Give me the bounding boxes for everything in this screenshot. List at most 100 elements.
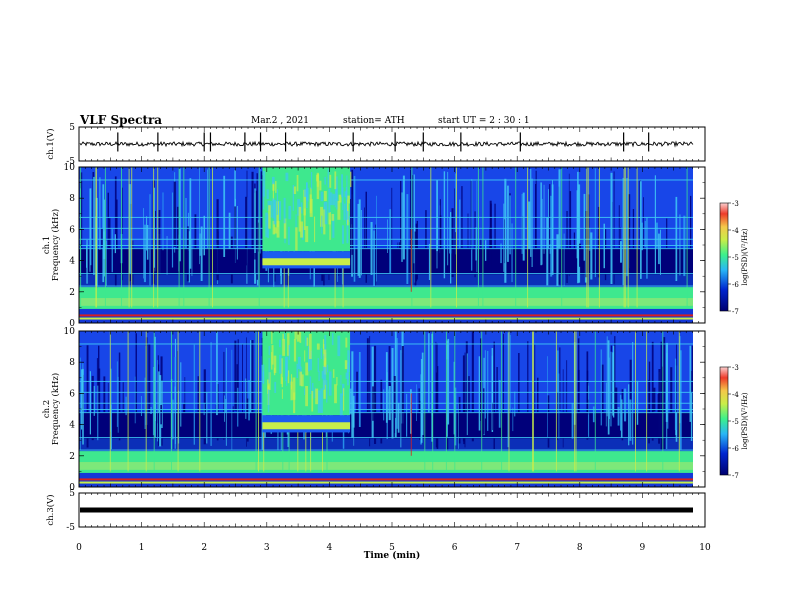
spec-tone-line	[79, 245, 693, 246]
spec-bright-texture	[344, 191, 347, 198]
spec-sferic-line	[430, 167, 432, 308]
spec-streak	[435, 341, 437, 412]
spec-streak	[93, 385, 95, 416]
spec-bright-texture	[349, 388, 352, 415]
spec-streak	[541, 198, 543, 265]
spec-sferic-line	[145, 331, 147, 472]
spec-bright-texture	[324, 201, 328, 225]
spec-sferic-line	[177, 331, 179, 472]
spec-streak	[251, 340, 254, 430]
ch3-waveform-line	[80, 507, 693, 513]
spec-streak	[400, 192, 403, 262]
spec-bright-texture	[300, 221, 303, 238]
spec-bright-texture	[342, 202, 344, 210]
spec-streak	[199, 167, 200, 265]
spec-streak	[562, 369, 564, 448]
y-axis-label: Frequency (kHz)	[50, 373, 61, 445]
spec-streak	[236, 206, 238, 260]
spec-streak	[666, 218, 668, 249]
spec-streak	[141, 396, 142, 416]
spec-bright-texture	[324, 176, 326, 185]
y-tick-label: 5	[69, 489, 75, 499]
y-tick-label: -5	[66, 157, 75, 167]
spec-streak	[504, 178, 507, 283]
spec-streak	[421, 352, 424, 435]
colorbar-tick-label: -4	[732, 391, 739, 399]
spec-bright-texture	[324, 335, 327, 358]
spec-streak	[546, 217, 549, 286]
spec-streak	[566, 360, 568, 417]
spec-streak	[98, 368, 101, 436]
spec-bright-texture	[331, 332, 334, 346]
spec-red-line	[79, 314, 693, 317]
spec-bright-texture	[320, 388, 323, 413]
spec-streak	[146, 216, 148, 251]
spec-bright-texture	[323, 191, 327, 201]
spec-streak	[660, 341, 662, 450]
spec-bright-texture	[309, 350, 312, 371]
spec-streak	[471, 331, 474, 442]
spec-streak	[135, 333, 137, 438]
spec-streak	[373, 230, 376, 286]
spec-streak	[186, 226, 189, 282]
spec-streak	[507, 185, 509, 262]
spec-streak	[401, 346, 404, 426]
spec-streak	[132, 240, 134, 285]
spec-streak	[91, 375, 94, 441]
spec-streak	[157, 360, 158, 442]
spec-bright-texture	[343, 388, 345, 411]
spec-sferic-line	[212, 167, 213, 308]
spec-bright-texture	[345, 337, 348, 348]
spec-streak	[394, 331, 397, 438]
header-date: Mar.2 , 2021	[251, 116, 309, 126]
spec-streak	[690, 393, 693, 441]
y-axis-label: ch.2	[42, 400, 52, 418]
spec-streak	[149, 407, 152, 414]
spec-streak	[110, 368, 112, 432]
spec-streak	[203, 369, 206, 445]
spec-streak	[191, 239, 193, 276]
spec-bright-texture	[311, 172, 313, 190]
spec-streak	[416, 220, 418, 280]
spec-streak	[530, 169, 532, 257]
spec-streak	[576, 190, 578, 259]
spec-streak	[207, 169, 208, 249]
spec-bright-texture	[332, 193, 335, 206]
spec-bright-texture	[280, 358, 283, 385]
spec-streak	[260, 171, 263, 258]
spec-bright-texture	[314, 216, 316, 243]
spec-streak	[385, 352, 388, 423]
spec-bright-texture	[319, 180, 322, 191]
spec-streak	[80, 172, 83, 274]
spec-streak	[397, 402, 400, 433]
spec-streak	[188, 231, 190, 283]
spec-streak	[558, 373, 560, 439]
spec-bright-texture	[337, 335, 341, 357]
x-tick-label: 1	[139, 543, 145, 553]
spec-streak	[228, 212, 231, 249]
spec-streak	[349, 199, 351, 256]
spec-bright-texture	[265, 212, 268, 238]
spec-streak	[556, 234, 559, 286]
x-tick-label: 6	[452, 543, 458, 553]
spec-red-line	[79, 478, 693, 481]
colorbar-tick-label: -3	[732, 200, 739, 208]
spec-streak	[489, 227, 491, 254]
spec-streak	[180, 362, 182, 427]
spec-sferic-line	[527, 167, 529, 308]
spec-tone-line	[79, 380, 693, 382]
spec-bright-texture	[334, 384, 337, 404]
spec-streak	[547, 356, 548, 438]
spec-streak	[607, 340, 610, 435]
spec-bright-texture	[321, 215, 323, 234]
spec-streak	[358, 199, 361, 278]
spec-bright-texture	[347, 195, 350, 204]
spec-bright-texture	[306, 182, 308, 208]
spec-streak	[185, 198, 187, 248]
spec-bright-texture	[271, 345, 274, 365]
spec-streak	[679, 214, 681, 276]
spec-streak	[245, 196, 247, 266]
spec-bright-texture	[271, 331, 273, 345]
spec-streak	[99, 177, 101, 250]
spec-streak	[420, 359, 423, 443]
